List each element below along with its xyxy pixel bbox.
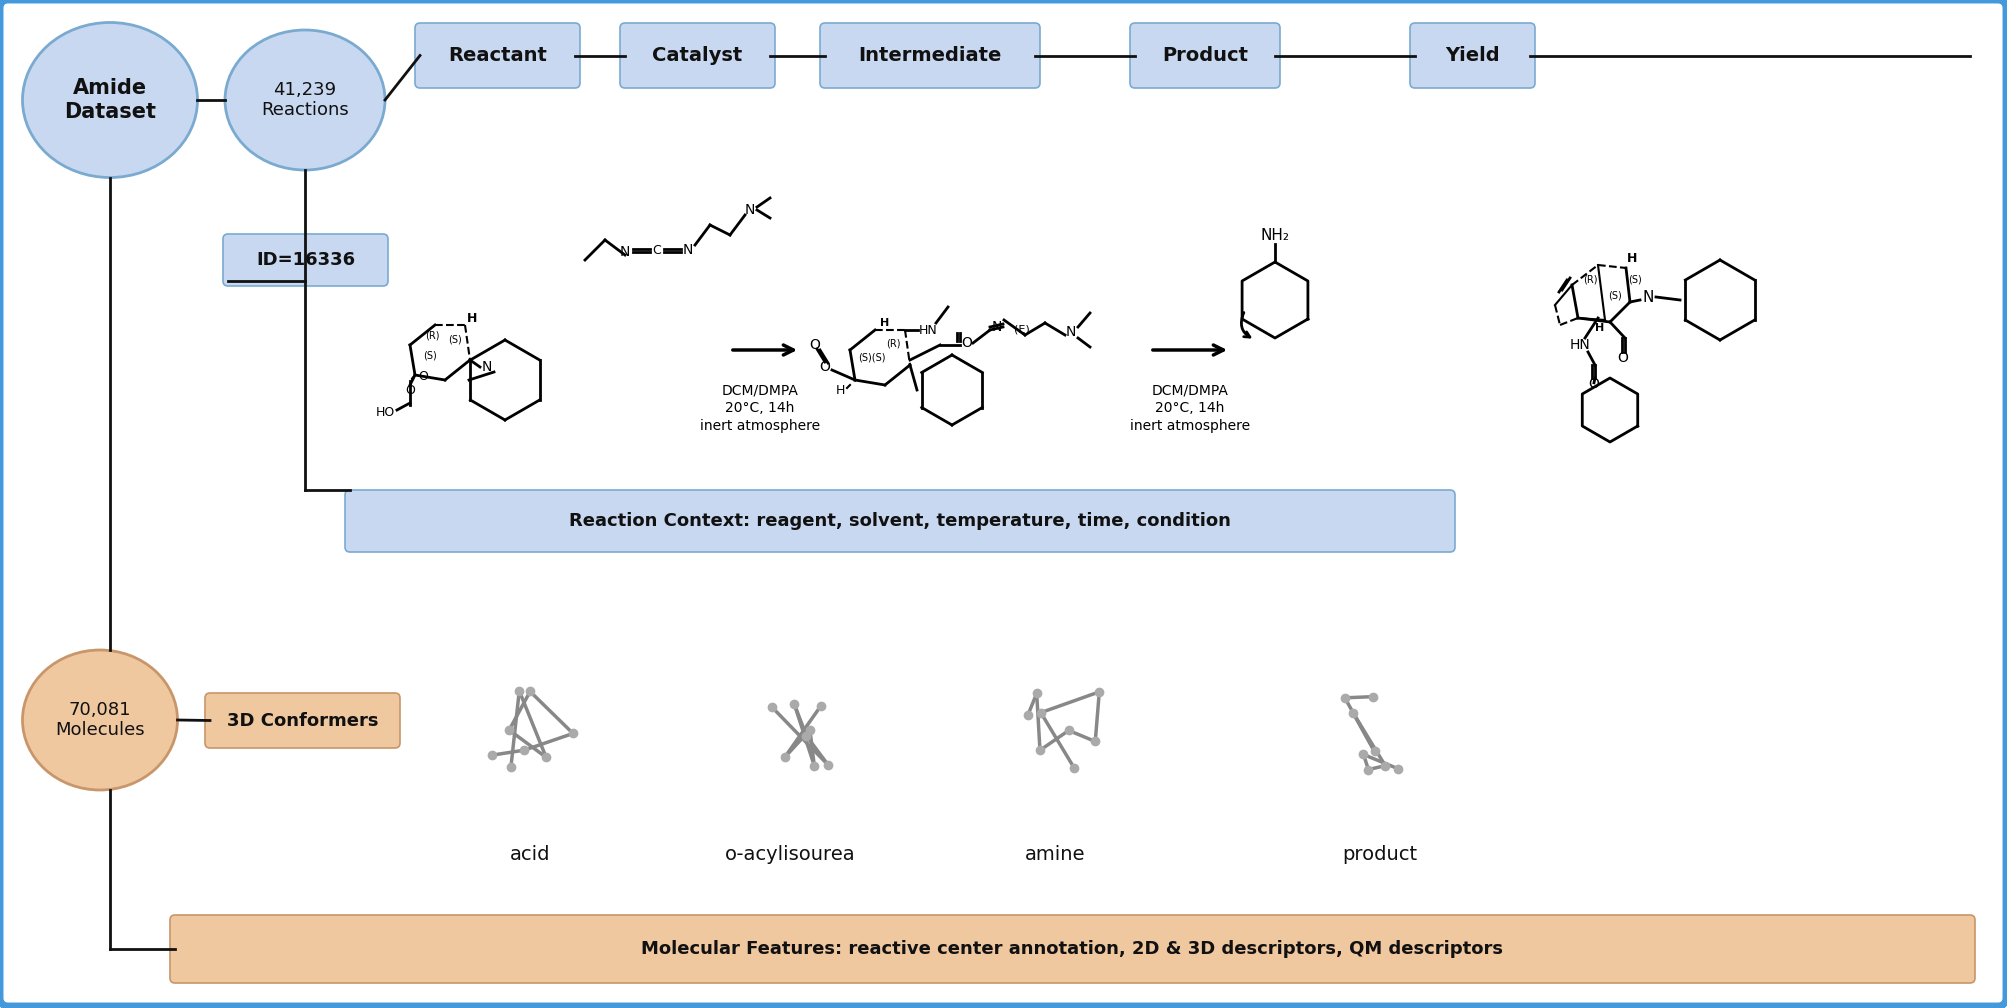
Text: HN: HN: [917, 324, 937, 337]
Text: ID=16336: ID=16336: [255, 251, 355, 269]
Text: O: O: [819, 360, 831, 374]
Text: HO: HO: [375, 406, 395, 419]
Text: inert atmosphere: inert atmosphere: [1130, 419, 1250, 433]
Text: (R): (R): [885, 338, 899, 348]
Text: Product: Product: [1162, 46, 1248, 65]
FancyBboxPatch shape: [620, 23, 775, 88]
Text: product: product: [1343, 846, 1417, 865]
FancyBboxPatch shape: [819, 23, 1040, 88]
Ellipse shape: [22, 22, 197, 177]
FancyBboxPatch shape: [205, 694, 399, 748]
Text: N: N: [482, 360, 492, 374]
Text: 20°C, 14h: 20°C, 14h: [1154, 401, 1224, 415]
Text: (R): (R): [425, 330, 440, 340]
Text: N: N: [682, 243, 692, 257]
Text: (S): (S): [1628, 275, 1642, 285]
Text: O: O: [405, 384, 415, 397]
Text: H: H: [1596, 323, 1604, 333]
FancyBboxPatch shape: [345, 490, 1455, 552]
Text: N: N: [991, 320, 1001, 334]
Text: DCM/DMPA: DCM/DMPA: [1150, 383, 1228, 397]
Text: acid: acid: [510, 846, 550, 865]
Text: inert atmosphere: inert atmosphere: [700, 419, 819, 433]
Text: Yield: Yield: [1445, 46, 1499, 65]
Text: N: N: [620, 245, 630, 259]
Text: N: N: [1066, 325, 1076, 339]
Text: H: H: [466, 311, 478, 325]
Text: N: N: [745, 203, 755, 217]
Text: (S): (S): [1608, 290, 1622, 300]
Text: Reactant: Reactant: [448, 46, 546, 65]
Text: 41,239
Reactions: 41,239 Reactions: [261, 81, 349, 119]
FancyBboxPatch shape: [415, 23, 580, 88]
Text: 70,081
Molecules: 70,081 Molecules: [54, 701, 145, 740]
Text: (S): (S): [448, 335, 462, 345]
Text: Molecular Features: reactive center annotation, 2D & 3D descriptors, QM descript: Molecular Features: reactive center anno…: [640, 940, 1503, 958]
FancyBboxPatch shape: [223, 234, 387, 286]
Text: O: O: [1618, 351, 1628, 365]
Text: H: H: [879, 318, 889, 328]
Text: O: O: [809, 338, 821, 352]
Text: C: C: [652, 244, 660, 256]
Text: Intermediate: Intermediate: [857, 46, 1001, 65]
FancyBboxPatch shape: [1130, 23, 1278, 88]
Text: Reaction Context: reagent, solvent, temperature, time, condition: Reaction Context: reagent, solvent, temp…: [568, 512, 1230, 530]
Text: 20°C, 14h: 20°C, 14h: [725, 401, 795, 415]
Text: amine: amine: [1024, 846, 1084, 865]
Text: (R): (R): [1582, 275, 1596, 285]
Text: Amide
Dataset: Amide Dataset: [64, 79, 157, 122]
FancyBboxPatch shape: [171, 915, 1975, 983]
Text: DCM/DMPA: DCM/DMPA: [721, 383, 799, 397]
FancyBboxPatch shape: [1409, 23, 1533, 88]
Ellipse shape: [225, 30, 385, 170]
Text: N: N: [1642, 290, 1654, 305]
Text: (S): (S): [423, 350, 438, 360]
Text: O: O: [961, 336, 971, 350]
Text: NH₂: NH₂: [1260, 229, 1288, 244]
Text: O: O: [417, 371, 427, 383]
Text: HN: HN: [1569, 338, 1590, 352]
Text: O: O: [1588, 377, 1600, 391]
Text: Catalyst: Catalyst: [652, 46, 743, 65]
Text: 3D Conformers: 3D Conformers: [227, 712, 377, 730]
Text: H: H: [835, 383, 845, 396]
Text: H: H: [1626, 252, 1636, 264]
Ellipse shape: [22, 650, 177, 790]
Text: (S)(S): (S)(S): [857, 352, 885, 362]
Text: (E): (E): [1014, 325, 1030, 335]
Text: o-acylisourea: o-acylisourea: [725, 846, 855, 865]
